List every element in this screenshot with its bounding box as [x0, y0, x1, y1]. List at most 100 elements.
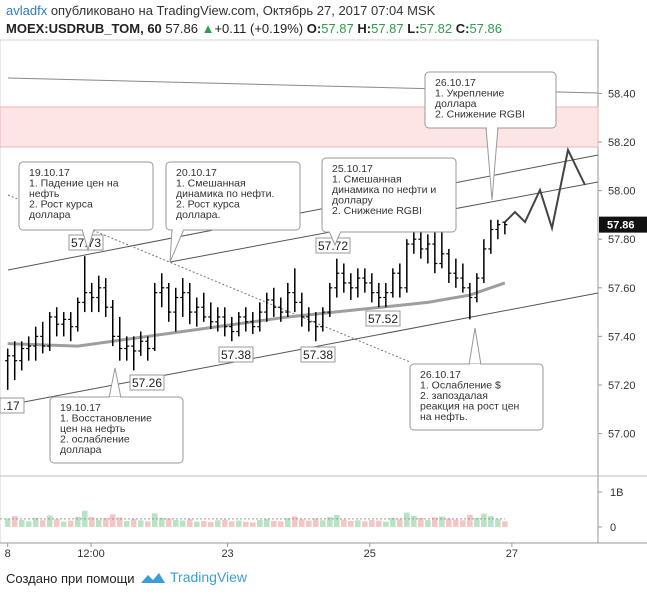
symbol: MOEX:USDRUB_TOM, 60 — [6, 21, 162, 36]
forecast-path — [504, 146, 586, 232]
volume-bar — [299, 519, 305, 527]
price-label-box — [0, 397, 25, 414]
volume-bar — [144, 521, 151, 527]
volume-bar — [242, 521, 249, 527]
callout-text: динамика по нефти. — [176, 188, 274, 200]
h-label: H: — [357, 21, 372, 36]
volume-bar — [404, 512, 410, 527]
volume-bar — [137, 520, 144, 527]
x-tick-label: 23 — [221, 548, 233, 560]
volume-bar — [32, 517, 39, 527]
callout-text: доллара — [435, 98, 477, 110]
volume-bar — [460, 520, 466, 527]
moving-average — [7, 281, 506, 348]
volume-bar — [453, 519, 459, 527]
volume-bar — [200, 520, 207, 527]
y-tick-label: 57.60 — [608, 283, 636, 295]
price-label-box — [365, 310, 401, 327]
volume-bar — [235, 520, 242, 527]
volume-bar — [341, 519, 347, 527]
volume-bar — [397, 519, 403, 527]
volume-bar — [4, 518, 11, 527]
footer-text: Создано при помощи — [6, 571, 135, 586]
volume-bar — [263, 518, 270, 527]
callout-text: 2. Рост курса — [29, 199, 93, 211]
y-tick-label: 58.00 — [608, 186, 636, 198]
price-label: 57.52 — [368, 312, 398, 326]
volume-bar — [284, 518, 291, 527]
callout-pointer — [169, 228, 185, 263]
volume-bar — [214, 520, 221, 527]
callout-box — [321, 157, 457, 233]
chart: 58.40 58.20 58.00 57.80 57.60 57.40 57.20 57.00… — [0, 39, 647, 560]
volume-bar — [446, 518, 452, 527]
volume-bar — [46, 515, 53, 527]
volume-bar — [186, 519, 193, 527]
last-price-tag — [599, 216, 647, 233]
callout-box — [165, 161, 301, 231]
volume-bar — [467, 514, 473, 527]
callout-text: на нефть. — [420, 411, 468, 423]
callout-text: нефть — [29, 188, 60, 200]
callout-text: доллара. — [176, 209, 220, 221]
last-price: 57.86 — [607, 220, 635, 232]
callout-text: 2. Рост курса — [176, 199, 240, 211]
volume-bar — [25, 521, 32, 527]
callout-pointer — [485, 126, 499, 201]
callout-text: 26.10.17 — [435, 77, 476, 89]
volume-bar — [369, 519, 375, 527]
x-tick-label: 8 — [5, 548, 11, 560]
callout-text: 25.10.17 — [332, 163, 373, 175]
volume-bar — [193, 521, 200, 527]
y-tick-label: 57.20 — [608, 380, 636, 392]
callout-text: 2. Снижение RGBI — [332, 205, 422, 217]
y-tick-label: 57.00 — [608, 429, 636, 441]
arrow: ▲ — [201, 21, 215, 36]
volume-bar — [95, 519, 102, 527]
volume-bar — [439, 516, 445, 527]
callout-text: 1. Восстановление — [60, 413, 152, 425]
volume-bar — [179, 520, 186, 527]
callout-joint — [110, 397, 120, 400]
callout-text: доллара — [60, 444, 102, 456]
volume-bar — [228, 521, 235, 527]
callout-joint — [470, 364, 480, 367]
volume-bar — [425, 519, 431, 527]
l-label: L: — [407, 21, 420, 36]
callout-text: 19.10.17 — [29, 167, 70, 179]
volume-bar — [313, 518, 319, 527]
callout-text: 19.10.17 — [60, 402, 101, 414]
volume-bar — [11, 516, 18, 527]
volume-bar — [130, 518, 137, 527]
volume-bar — [488, 516, 494, 527]
volume-tick-label: 1B — [610, 487, 623, 499]
volume-bar — [418, 518, 424, 527]
callout-text: 20.10.17 — [176, 167, 217, 179]
price-label: .17 — [3, 399, 20, 413]
y-tick-label: 58.20 — [608, 137, 636, 149]
volume-bar — [362, 521, 368, 527]
volume-bar — [474, 517, 480, 527]
price-label-box — [129, 374, 165, 391]
callout-text: 1. Падение цен на — [29, 178, 119, 190]
published: опубликовано на TradingView.com, Октябрь… — [50, 3, 436, 18]
volume-bar — [109, 514, 116, 527]
callout-text: цен на нефть — [60, 423, 126, 435]
volume-bar — [249, 522, 256, 527]
author[interactable]: avladfx — [6, 3, 48, 18]
callout-text: доллару — [332, 195, 374, 207]
volume-bar — [151, 513, 158, 527]
volume-bar — [102, 518, 109, 527]
price-label: 57.38 — [221, 348, 251, 362]
published-line: avladfx опубликовано на TradingView.com,… — [6, 3, 435, 18]
callout-text: доллара — [29, 209, 71, 221]
callout-pointer — [328, 230, 342, 247]
o: 57.87 — [321, 21, 354, 36]
brand[interactable]: TradingView — [170, 569, 248, 585]
callout-pointer — [108, 367, 122, 399]
price-label: 57.26 — [132, 376, 162, 390]
volume-bar — [116, 517, 123, 527]
volume-bar — [123, 520, 130, 527]
